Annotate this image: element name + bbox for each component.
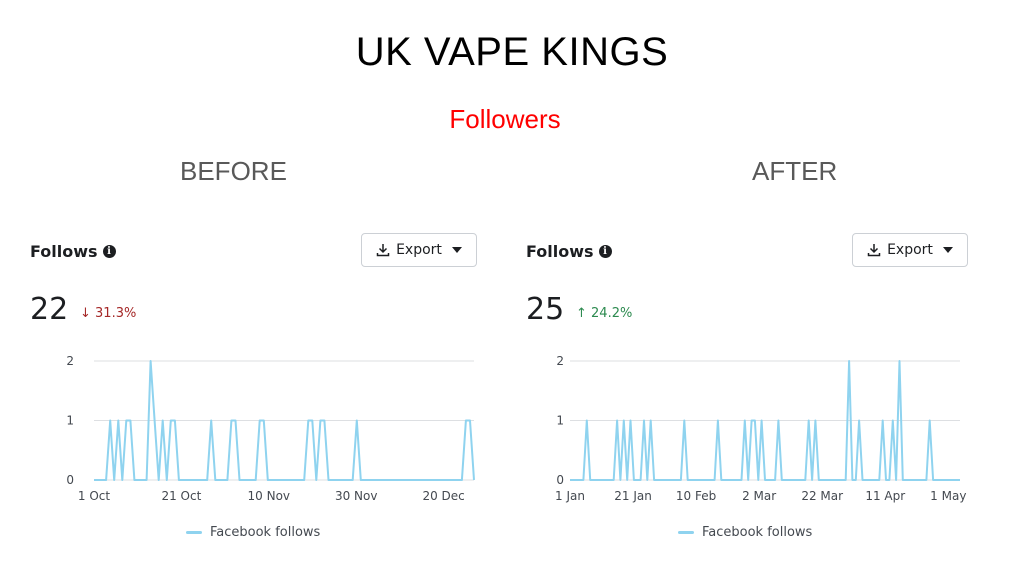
legend-label: Facebook follows [210, 525, 321, 540]
section-label-before: BEFORE [180, 156, 287, 186]
caret-down-icon [942, 247, 953, 253]
y-tick-label: 1 [556, 414, 564, 428]
series-line-facebook-follows [94, 360, 475, 481]
panel-title-text: Follows [526, 242, 594, 261]
info-icon[interactable]: i [598, 245, 612, 258]
download-icon [867, 244, 881, 257]
y-tick-label: 1 [66, 414, 74, 428]
change-percent: ↑ 24.2% [576, 306, 633, 321]
change-percent: ↓ 31.3% [80, 306, 137, 321]
x-tick-label: 20 Dec [422, 489, 464, 503]
legend-label: Facebook follows [702, 525, 813, 540]
export-button[interactable]: Export [361, 233, 477, 267]
y-tick-label: 0 [556, 473, 564, 487]
x-tick-label: 11 Apr [865, 489, 905, 503]
x-tick-label: 1 Oct [78, 489, 110, 503]
legend: Facebook follows [678, 525, 812, 540]
x-tick-label: 22 Mar [801, 489, 843, 503]
export-button[interactable]: Export [852, 233, 968, 267]
y-tick-label: 0 [66, 473, 74, 487]
legend-swatch [678, 531, 694, 534]
caret-down-icon [451, 247, 462, 253]
x-tick-label: 21 Jan [614, 489, 652, 503]
download-icon [376, 244, 390, 257]
x-tick-label: 2 Mar [742, 489, 776, 503]
info-icon[interactable]: i [102, 245, 116, 258]
page-subtitle: Followers [449, 104, 561, 134]
x-tick-label: 1 Jan [555, 489, 585, 503]
x-tick-label: 21 Oct [161, 489, 201, 503]
section-label-after: AFTER [752, 156, 838, 186]
panel-title-text: Follows [30, 242, 98, 261]
series-line-facebook-follows [570, 360, 960, 481]
export-label: Export [887, 242, 933, 258]
panel-title: Follows i [30, 242, 116, 261]
total-value: 25 [526, 292, 565, 327]
legend-swatch [186, 531, 202, 534]
page-title: UK VAPE KINGS [355, 30, 669, 74]
x-tick-label: 1 May [930, 489, 966, 503]
export-label: Export [396, 242, 442, 258]
x-tick-label: 10 Nov [248, 489, 291, 503]
x-tick-label: 30 Nov [335, 489, 378, 503]
total-value: 22 [30, 292, 69, 327]
x-tick-label: 10 Feb [676, 489, 716, 503]
legend: Facebook follows [186, 525, 320, 540]
y-tick-label: 2 [556, 354, 564, 368]
panel-title: Follows i [526, 242, 612, 261]
y-tick-label: 2 [66, 354, 74, 368]
